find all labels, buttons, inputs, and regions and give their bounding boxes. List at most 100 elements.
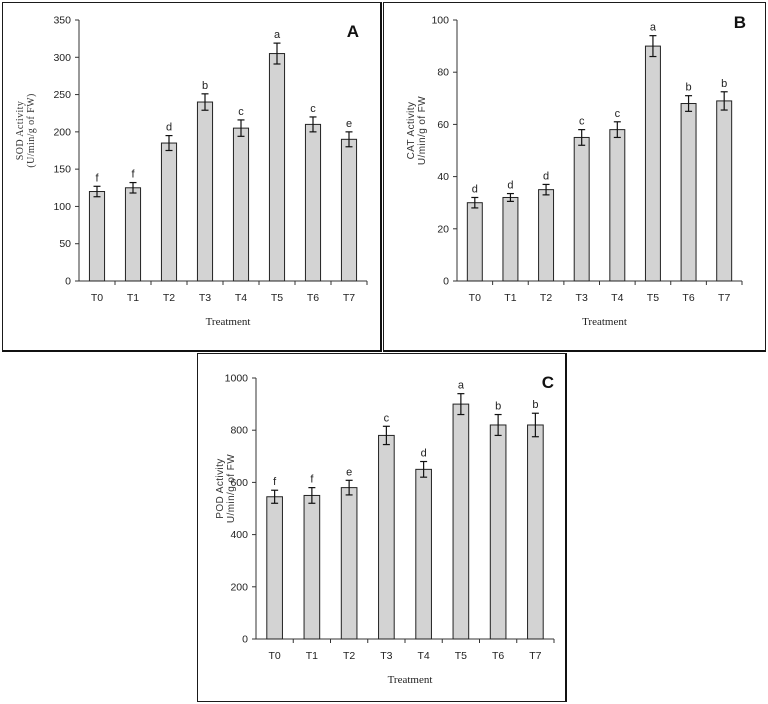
chart-panel-a: 0 50 100 150 200 250 300 350 f T0 f T1 d T2 b T3 c T4 a T5 c… xyxy=(2,2,382,352)
a-x-axis-title: Treatment xyxy=(206,316,251,328)
c-y-axis-title-line: POD Activity xyxy=(215,458,226,518)
b-bar xyxy=(680,103,697,282)
c-x-tick-label: T7 xyxy=(529,650,541,662)
c-y-tick-label: 200 xyxy=(230,581,248,593)
b-significance-label: b xyxy=(721,78,727,90)
b-y-tick-label: 40 xyxy=(437,171,449,183)
a-x-tick-label: T0 xyxy=(91,292,103,304)
a-significance-label: f xyxy=(95,172,99,184)
b-x-tick-label: T3 xyxy=(576,292,588,304)
a-bar xyxy=(304,123,322,282)
a-x-tick-label: T7 xyxy=(343,292,355,304)
c-bar xyxy=(415,468,432,640)
c-significance-label: b xyxy=(495,401,501,413)
b-bar xyxy=(538,189,555,282)
a-x-tick-label: T3 xyxy=(199,292,211,304)
a-y-tick-label: 200 xyxy=(53,126,71,138)
a-bar xyxy=(340,138,358,282)
b-x-tick-label: T7 xyxy=(718,292,730,304)
b-x-tick-label: T4 xyxy=(611,292,623,304)
b-significance-label: b xyxy=(686,82,692,94)
c-panel-letter: C xyxy=(542,373,554,392)
a-x-tick-label: T6 xyxy=(307,292,319,304)
b-y-tick-label: 0 xyxy=(443,276,449,288)
b-significance-label: d xyxy=(472,183,478,195)
c-y-tick-label: 1000 xyxy=(225,373,249,385)
chart-b-svg: 0 20 40 60 80 100 d T0 d T1 d T2 c T3 c T4 a T5 b T6 b T7 Trea… xyxy=(406,13,746,328)
a-x-tick-label: T5 xyxy=(271,292,283,304)
b-y-axis-title-line: U/min/g of FW xyxy=(417,96,428,165)
a-bar xyxy=(232,127,250,282)
b-panel-letter: B xyxy=(734,13,746,32)
b-bar xyxy=(502,196,519,282)
a-significance-label: b xyxy=(202,80,208,92)
c-significance-label: a xyxy=(458,380,465,392)
c-y-axis-title-line: U/min/g of FW xyxy=(226,454,237,523)
a-bar xyxy=(196,101,214,282)
b-y-tick-label: 80 xyxy=(437,67,449,79)
c-significance-label: f xyxy=(273,476,277,488)
b-y-tick-label: 60 xyxy=(437,119,449,131)
c-bar xyxy=(527,424,544,640)
b-significance-label: d xyxy=(543,170,549,182)
chart-panel-b: 0 20 40 60 80 100 d T0 d T1 d T2 c T3 c T4 a T5 b T6 b T7 Trea… xyxy=(383,2,766,352)
a-y-axis-title-line: SOD Activity xyxy=(15,101,26,161)
c-bar xyxy=(378,434,395,640)
b-bar xyxy=(466,202,483,282)
a-significance-label: d xyxy=(166,122,172,134)
a-x-tick-label: T1 xyxy=(127,292,139,304)
b-x-tick-label: T5 xyxy=(647,292,659,304)
c-bar xyxy=(266,496,283,640)
b-x-tick-label: T2 xyxy=(540,292,552,304)
a-significance-label: c xyxy=(310,103,316,115)
a-y-tick-label: 50 xyxy=(59,238,71,250)
c-x-tick-label: T4 xyxy=(417,650,429,662)
c-significance-label: c xyxy=(384,412,390,424)
a-y-tick-label: 350 xyxy=(53,15,71,27)
b-x-tick-label: T1 xyxy=(504,292,516,304)
b-significance-label: c xyxy=(579,116,585,128)
a-significance-label: c xyxy=(238,106,244,118)
c-x-tick-label: T6 xyxy=(492,650,504,662)
b-x-tick-label: T6 xyxy=(682,292,694,304)
c-x-tick-label: T2 xyxy=(343,650,355,662)
a-bar xyxy=(124,187,142,282)
b-bar xyxy=(573,136,590,282)
c-y-tick-label: 400 xyxy=(230,529,248,541)
a-y-tick-label: 250 xyxy=(53,89,71,101)
c-x-tick-label: T1 xyxy=(306,650,318,662)
a-x-tick-label: T4 xyxy=(235,292,247,304)
a-significance-label: a xyxy=(274,29,281,41)
c-y-tick-label: 0 xyxy=(242,634,248,646)
c-x-tick-label: T3 xyxy=(380,650,392,662)
a-x-tick-label: T2 xyxy=(163,292,175,304)
chart-c-svg: 0 200 400 600 800 1000 f T0 f T1 e T2 c T3 d T4 a T5 b T6 b T… xyxy=(215,373,555,686)
b-bar xyxy=(609,129,626,282)
c-significance-label: b xyxy=(532,399,538,411)
a-y-tick-label: 300 xyxy=(53,52,71,64)
c-y-tick-label: 800 xyxy=(230,425,248,437)
a-panel-letter: A xyxy=(347,22,359,41)
a-y-tick-label: 0 xyxy=(65,276,71,288)
c-significance-label: d xyxy=(421,448,427,460)
a-bar xyxy=(88,191,106,282)
c-x-axis-title: Treatment xyxy=(388,674,433,686)
b-y-tick-label: 100 xyxy=(431,15,449,27)
b-bar xyxy=(644,45,661,282)
c-bar xyxy=(303,494,321,640)
a-y-tick-label: 150 xyxy=(53,164,71,176)
b-y-axis-title-line: CAT Activity xyxy=(406,102,417,160)
c-x-tick-label: T0 xyxy=(268,650,280,662)
c-significance-label: e xyxy=(346,466,352,478)
a-significance-label: e xyxy=(346,118,352,130)
a-bar xyxy=(268,53,286,282)
chart-panel-c: 0 200 400 600 800 1000 f T0 f T1 e T2 c T3 d T4 a T5 b T6 b T… xyxy=(197,353,567,702)
a-y-tick-label: 100 xyxy=(53,201,71,213)
b-bar xyxy=(716,100,733,282)
a-bar xyxy=(160,142,178,282)
c-bar xyxy=(340,487,358,640)
b-significance-label: a xyxy=(650,22,657,34)
b-x-axis-title: Treatment xyxy=(582,316,627,328)
chart-a-svg: 0 50 100 150 200 250 300 350 f T0 f T1 d T2 b T3 c T4 a T5 c… xyxy=(15,15,368,328)
c-significance-label: f xyxy=(310,474,314,486)
